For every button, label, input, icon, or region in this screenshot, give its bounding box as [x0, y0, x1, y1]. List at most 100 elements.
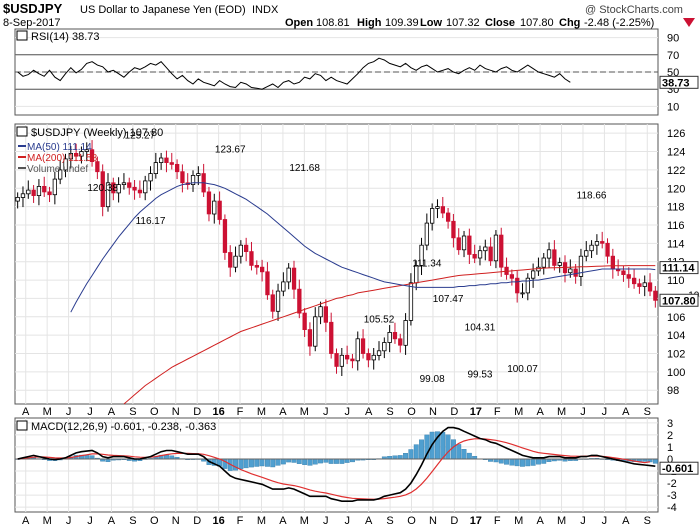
- price-x-tick-label: N: [172, 406, 180, 418]
- macd-histogram-bar: [312, 458, 318, 465]
- candle-body: [63, 158, 68, 171]
- candle-body: [467, 235, 472, 255]
- price-x-tick-label: M: [300, 406, 309, 418]
- macd-last-value: -0.601: [662, 463, 693, 475]
- ma50-last-value: 111.14: [662, 263, 695, 275]
- macd-x-tick-label: F: [494, 515, 501, 527]
- macd-histogram-bar: [403, 453, 408, 460]
- candle-body: [573, 268, 578, 277]
- macd-y-tick-label: -4: [667, 502, 677, 514]
- candle-body: [355, 338, 360, 362]
- price-x-tick-label: S: [129, 406, 136, 418]
- macd-x-tick-label: J: [602, 515, 608, 527]
- candle-body: [286, 267, 291, 283]
- macd-histogram-bar: [408, 449, 414, 460]
- price-annotation: 121.68: [289, 163, 320, 174]
- macd-frame: [14, 417, 659, 513]
- price-annotation: 99.08: [420, 374, 445, 385]
- candle-body: [403, 320, 408, 346]
- candle-body: [36, 185, 42, 196]
- candle-body: [477, 250, 483, 259]
- candle-body: [212, 200, 217, 215]
- price-x-tick-label: J: [344, 406, 350, 418]
- macd-histogram-bar: [525, 458, 531, 467]
- ma200-line: [123, 265, 656, 405]
- ma50-last-value-box: [659, 261, 699, 275]
- candle-body: [429, 208, 435, 224]
- macd-histogram-bar: [323, 458, 329, 463]
- macd-last-value-box: [659, 461, 699, 475]
- candle-body: [552, 249, 557, 266]
- candle-body: [68, 152, 73, 160]
- macd-x-tick-label: A: [279, 515, 287, 527]
- price-legend-square-icon: [16, 126, 28, 137]
- macd-histogram-bar: [541, 458, 547, 464]
- macd-histogram-bar: [270, 458, 276, 468]
- candle-body: [382, 342, 387, 352]
- price-x-tick-label: O: [150, 406, 159, 418]
- macd-histogram-bar: [248, 458, 254, 468]
- candle-body: [302, 312, 307, 331]
- header-date: 8-Sep-2017: [3, 17, 61, 29]
- candle-body: [541, 257, 546, 268]
- macd-y-tick-label: -3: [667, 490, 677, 502]
- price-y-tick-label: 120: [667, 183, 685, 195]
- candle-body: [605, 242, 610, 257]
- macd-x-tick-label: N: [429, 515, 437, 527]
- candle-body: [275, 290, 281, 312]
- macd-histogram-bar: [397, 455, 403, 460]
- candle-body: [74, 152, 79, 157]
- macd-signal-line: [17, 438, 651, 500]
- candle-body: [228, 252, 233, 268]
- macd-x-tick-label: J: [66, 515, 72, 527]
- candle-body: [259, 266, 265, 273]
- macd-histogram-bar: [296, 458, 302, 464]
- close-last-box: [659, 293, 699, 307]
- candle-body: [445, 212, 451, 222]
- macd-x-tick-label: N: [172, 515, 180, 527]
- candle-body: [137, 189, 143, 194]
- price-y-tick-label: 118: [667, 202, 685, 214]
- macd-histogram-bar: [514, 458, 520, 467]
- open-value: 108.81: [316, 17, 350, 29]
- candle-body: [291, 267, 297, 290]
- candle-body: [461, 235, 467, 251]
- candle-body: [169, 162, 174, 165]
- price-y-tick-label: 126: [667, 128, 685, 140]
- open-label: Open: [285, 17, 313, 29]
- macd-histogram-bar: [652, 458, 658, 464]
- rsi-title: RSI(14) 38.73: [31, 31, 99, 43]
- macd-histogram-bar: [280, 458, 286, 465]
- macd-histogram-bar: [466, 452, 472, 460]
- candle-body: [424, 222, 430, 246]
- macd-x-tick-label: J: [87, 515, 93, 527]
- candle-body: [371, 354, 376, 361]
- macd-panel: -4-3-2-10123AMJJASOND16FMAMJJASOND17FMAM…: [14, 417, 699, 527]
- macd-histogram-bar: [302, 458, 308, 465]
- macd-histogram-bar: [419, 439, 424, 460]
- candle-body: [79, 151, 84, 157]
- candle-body: [111, 182, 116, 194]
- candle-body: [243, 244, 249, 252]
- macd-histogram-bar: [328, 458, 334, 464]
- rsi-y-tick-label: 90: [667, 33, 679, 45]
- candle-body: [408, 282, 414, 321]
- macd-x-tick-label: A: [108, 515, 116, 527]
- price-title: $USDJPY (Weekly) 107.80: [31, 127, 163, 139]
- candle-body: [392, 331, 398, 340]
- price-x-tick-label: A: [108, 406, 116, 418]
- candle-body: [520, 292, 525, 295]
- high-value: 109.39: [385, 17, 419, 29]
- candle-body: [297, 288, 302, 314]
- candle-body: [206, 191, 212, 215]
- macd-y-tick-label: 3: [667, 418, 673, 430]
- candle-body: [488, 246, 493, 262]
- candle-body: [313, 316, 318, 347]
- candle-body: [105, 182, 111, 208]
- macd-x-tick-label: J: [323, 515, 329, 527]
- price-x-tick-label: A: [279, 406, 287, 418]
- candle-body: [222, 219, 228, 253]
- candle-body: [594, 241, 600, 246]
- price-y-tick-label: 106: [667, 312, 685, 324]
